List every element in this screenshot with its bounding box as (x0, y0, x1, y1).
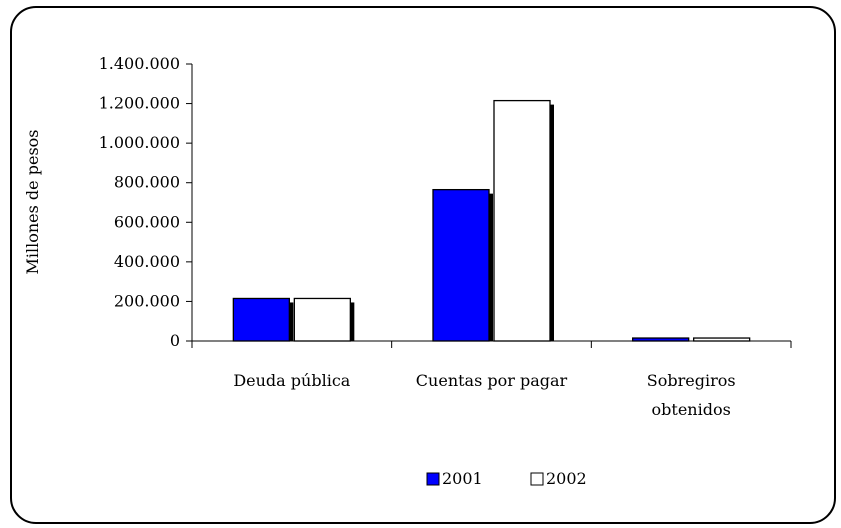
x-ticks: Deuda pública Cuentas por pagar Sobregiros… (191, 341, 792, 419)
x-tick-label: Cuentas por pagar (416, 371, 568, 390)
y-tick-label: 1.400.000 (99, 54, 180, 73)
y-axis-label: Millones de pesos (23, 130, 42, 275)
legend-swatch-2002 (530, 472, 544, 486)
y-tick-label: 400.000 (114, 252, 180, 271)
legend-swatch-2001 (426, 472, 440, 486)
bar-2001-1 (432, 188, 490, 342)
bar-2002-1 (493, 99, 551, 342)
x-tick-label: Sobregiros obtenidos (647, 371, 736, 419)
legend-label-2002: 2002 (546, 469, 587, 488)
y-tick-label: 0 (170, 331, 180, 350)
y-tick-label: 1.200.000 (99, 94, 180, 113)
legend: 2001 2002 (426, 469, 587, 488)
chart-frame (10, 6, 836, 524)
bars (232, 99, 751, 342)
y-tick-label: 800.000 (114, 173, 180, 192)
bar-2001-2 (632, 337, 690, 342)
legend-label-2001: 2001 (442, 469, 483, 488)
bar-2002-0 (293, 297, 351, 342)
x-tick-label: Deuda pública (233, 371, 350, 390)
y-tick-label: 1.000.000 (99, 133, 180, 152)
y-tick-label: 200.000 (114, 291, 180, 310)
bar-2001-0 (232, 297, 290, 342)
y-tick-label: 600.000 (114, 212, 180, 231)
y-ticks: 0 200.000 400.000 600.000 800.000 1.000.000 1.… (99, 54, 192, 350)
bar-2002-2 (693, 337, 751, 342)
